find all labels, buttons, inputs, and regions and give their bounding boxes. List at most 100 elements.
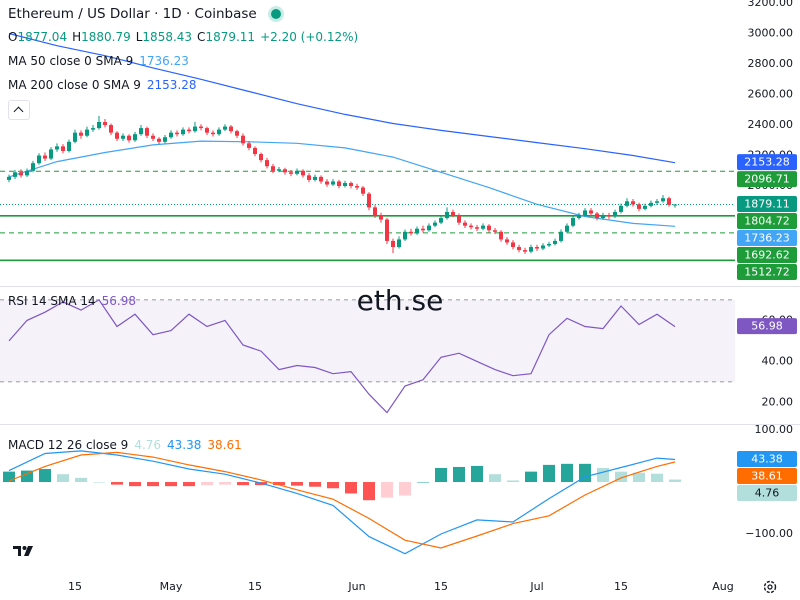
price-label: 1879.11 — [744, 197, 790, 210]
candle-body — [535, 247, 539, 249]
histogram-bar — [615, 471, 627, 483]
candle-body — [55, 146, 59, 150]
ohlc-label: L — [135, 30, 143, 44]
legend-label: RSI 14 SMA 14 — [8, 294, 96, 308]
candle-body — [187, 129, 191, 132]
candle-body — [193, 126, 197, 132]
candle-body — [337, 181, 341, 187]
candle-body — [97, 121, 101, 129]
price-label-box — [737, 450, 797, 467]
candle-body — [79, 132, 83, 136]
candle-body — [43, 155, 47, 159]
candle-body — [349, 182, 353, 187]
price-label-box — [737, 229, 797, 246]
candle-body — [289, 172, 293, 174]
histogram-bar — [147, 482, 159, 487]
candle-body — [655, 201, 659, 203]
candle-body — [403, 231, 407, 240]
candle-body — [319, 176, 323, 182]
legend-label: MA 200 close 0 SMA 9 — [8, 78, 141, 92]
candle-body — [217, 129, 221, 135]
legend-value: 4.76 — [134, 438, 162, 452]
price-label: 1804.72 — [744, 214, 790, 227]
price-label-box — [737, 484, 797, 501]
macd-line — [8, 450, 676, 555]
candle-body — [73, 132, 77, 142]
change: +2.20 (+0.12%) — [260, 30, 359, 44]
y-tick-label: 2800.00 — [748, 57, 794, 70]
watermark: eth.se — [357, 284, 444, 317]
candle-body — [433, 222, 437, 226]
candle-body — [31, 163, 35, 171]
candle-body — [625, 201, 629, 206]
price-label: 1692.62 — [744, 248, 790, 261]
histogram-bar — [435, 467, 447, 483]
candle-body — [631, 201, 635, 205]
candle-body — [205, 128, 209, 133]
market-status — [270, 9, 281, 19]
rsi-band — [0, 299, 735, 382]
candle-body — [481, 225, 485, 229]
x-tick-label: 15 — [68, 580, 82, 593]
histogram-bar — [309, 482, 321, 487]
candle-body — [637, 204, 641, 209]
candle-body — [343, 182, 347, 187]
x-tick-label: Jun — [347, 580, 365, 593]
candle-body — [607, 215, 611, 217]
y-tick-label: 2600.00 — [748, 88, 794, 101]
candle-body — [295, 170, 299, 174]
histogram-bar — [651, 473, 663, 483]
x-tick-label: 15 — [434, 580, 448, 593]
candle-body — [109, 125, 113, 133]
legend-ma200: MA 200 close 0 SMA 9 2153.28 — [8, 78, 197, 92]
y-tick-label: −100.00 — [745, 527, 793, 540]
legend-value: 2153.28 — [146, 78, 197, 92]
y-tick-label: 3000.00 — [748, 27, 794, 40]
histogram-bar — [345, 482, 357, 494]
candle-body — [493, 230, 497, 232]
candle-body — [145, 128, 149, 136]
legend-value: 38.61 — [207, 438, 242, 452]
histogram-bar — [111, 482, 123, 485]
legend-value: 56.98 — [101, 294, 137, 308]
price-label: 2153.28 — [744, 156, 790, 169]
moving-average — [8, 32, 676, 164]
histogram-bar — [471, 465, 483, 483]
legend-value: 43.38 — [167, 438, 202, 452]
histogram-bar — [237, 482, 249, 486]
axes: 2000.002200.002400.002600.002800.003000.… — [68, 0, 797, 593]
price-label-box — [737, 154, 797, 171]
candle-body — [391, 240, 395, 248]
logo — [13, 546, 33, 556]
candle-body — [553, 240, 557, 244]
candle-body — [199, 126, 203, 129]
ohlc-value: 1879.11 — [205, 30, 256, 44]
candle-body — [427, 225, 431, 231]
ohlc-label: O — [8, 30, 18, 44]
candle-body — [169, 132, 173, 138]
x-tick-label: 15 — [248, 580, 262, 593]
x-tick-label: Jul — [529, 580, 543, 593]
candle-body — [619, 205, 623, 212]
histogram-bar — [165, 482, 177, 487]
price-label-box — [737, 246, 797, 263]
price-label: 4.76 — [755, 486, 780, 499]
collapse-button[interactable] — [8, 100, 30, 120]
histogram-bar — [39, 469, 51, 483]
settings-icon[interactable] — [763, 580, 777, 594]
candle-body — [409, 231, 413, 234]
ohlc-value: 1858.43 — [142, 30, 193, 44]
candle-body — [487, 225, 491, 231]
macd-pane — [3, 450, 681, 555]
price-label-box — [737, 318, 797, 335]
candle-body — [223, 126, 227, 130]
price-label: 2096.71 — [744, 173, 790, 186]
histogram-bar — [507, 480, 519, 483]
ohlc-value: 1880.79 — [81, 30, 131, 44]
candle-body — [277, 169, 281, 171]
candle-body — [37, 155, 41, 164]
histogram-bar — [399, 482, 411, 496]
price-label: 43.38 — [751, 452, 783, 465]
legend-ohlc: O 1877.04 H 1880.79 L 1858.43 C 1879.11 … — [8, 30, 358, 44]
candle-body — [583, 210, 587, 216]
